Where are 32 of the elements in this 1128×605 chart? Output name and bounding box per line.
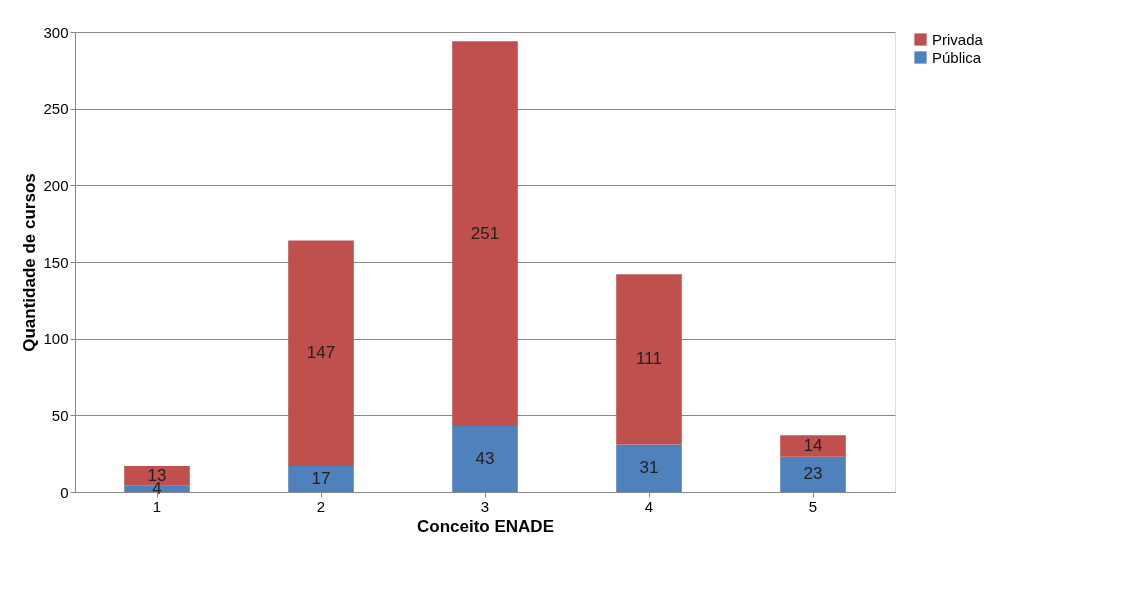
data-label: 17 (311, 468, 331, 488)
bar (616, 444, 682, 492)
data-label: 251 (470, 223, 500, 243)
y-tick-label: 300 (43, 23, 69, 41)
bar (780, 435, 846, 457)
legend-label: Pública (932, 48, 982, 66)
y-tick-label: 150 (43, 253, 69, 271)
x-axis-title: Conceito ENADE (417, 516, 554, 536)
data-label: 43 (475, 449, 495, 469)
bar (288, 240, 354, 466)
y-tick-label: 100 (43, 330, 69, 348)
data-label: 147 (306, 343, 336, 363)
y-tick-label: 200 (43, 176, 69, 194)
bar (616, 274, 682, 445)
x-tick-label: 4 (644, 497, 654, 515)
data-label: 23 (803, 464, 823, 484)
data-label: 31 (639, 458, 659, 478)
x-tick-label: 5 (808, 497, 818, 515)
x-tick-label: 3 (480, 497, 490, 515)
bar (780, 456, 846, 492)
data-label: 111 (636, 349, 662, 369)
x-tick-label: 2 (316, 497, 326, 515)
y-tick-label: 250 (43, 100, 69, 118)
data-label: 14 (803, 436, 823, 455)
y-axis-title: Quantidade de cursos (20, 173, 40, 352)
y-tick-label: 0 (60, 483, 69, 501)
bar (288, 465, 354, 492)
bar (452, 426, 518, 492)
y-tick-label: 50 (51, 406, 69, 424)
bar (452, 41, 518, 427)
legend-label: Privada (932, 30, 984, 48)
x-tick-label: 1 (152, 497, 162, 515)
